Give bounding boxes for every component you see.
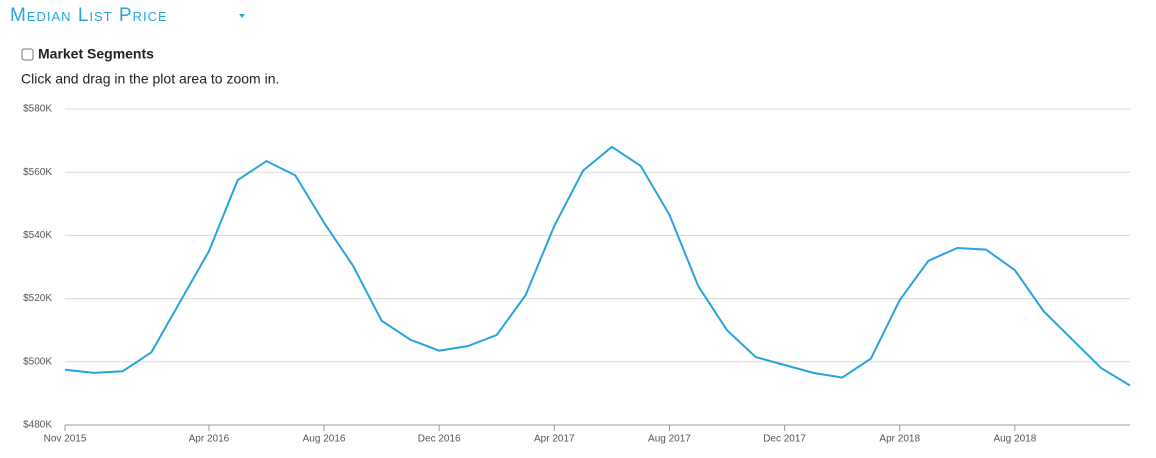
y-tick-label: $560K bbox=[23, 167, 52, 178]
y-tick-label: $500K bbox=[23, 356, 52, 367]
checkbox[interactable] bbox=[21, 48, 34, 61]
page-title: Median List Price bbox=[10, 5, 168, 26]
x-tick-label: Apr 2016 bbox=[189, 434, 230, 445]
x-tick-label: Dec 2017 bbox=[763, 434, 806, 445]
x-tick-label: Aug 2017 bbox=[648, 434, 691, 445]
title-dropdown[interactable]: Median List Price bbox=[10, 5, 245, 26]
y-tick-label: $540K bbox=[23, 230, 52, 241]
hint: Click and drag in the plot area to zoom … bbox=[21, 71, 279, 87]
x-tick-label: Dec 2016 bbox=[418, 434, 461, 445]
x-tick-label: Nov 2015 bbox=[44, 434, 87, 445]
x-tick-label: Aug 2018 bbox=[993, 434, 1036, 445]
y-tick-label: $580K bbox=[23, 104, 52, 115]
y-tick-label: $480K bbox=[23, 420, 52, 431]
x-tick-label: Apr 2017 bbox=[534, 434, 575, 445]
line-series bbox=[64, 145, 1131, 387]
checkbox-label: Market Segments bbox=[38, 46, 154, 62]
caret bbox=[239, 14, 245, 18]
y-tick-label: $520K bbox=[23, 293, 52, 304]
x-tick-label: Aug 2016 bbox=[303, 434, 346, 445]
x-tick-label: Apr 2018 bbox=[879, 434, 920, 445]
